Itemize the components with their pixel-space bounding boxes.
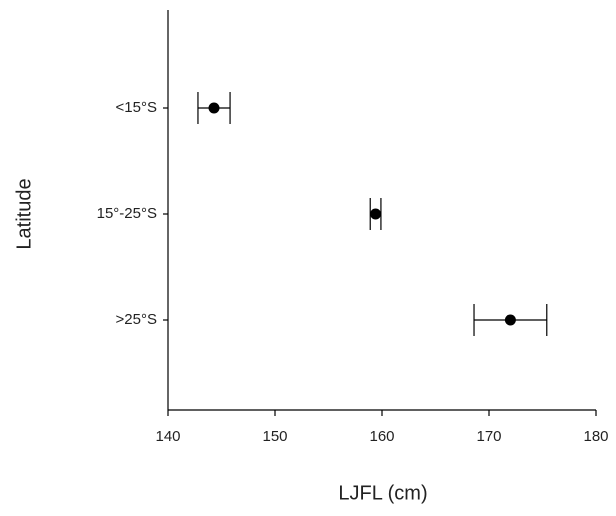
x-tick-label: 170 [476, 428, 501, 445]
y-tick-label: >25°S [116, 311, 157, 328]
y-tick-label: 15°-25°S [97, 205, 157, 222]
x-tick-label: 180 [583, 428, 608, 445]
point [370, 208, 382, 220]
x-tick-label: 140 [155, 428, 180, 445]
x-tick-label: 160 [369, 428, 394, 445]
x-axis-label: LJFL (cm) [338, 482, 427, 504]
y-tick-label: <15°S [116, 99, 157, 116]
y-axis-label: Latitude [13, 178, 35, 249]
x-tick-label: 150 [262, 428, 287, 445]
point [504, 314, 516, 326]
point [208, 102, 220, 114]
